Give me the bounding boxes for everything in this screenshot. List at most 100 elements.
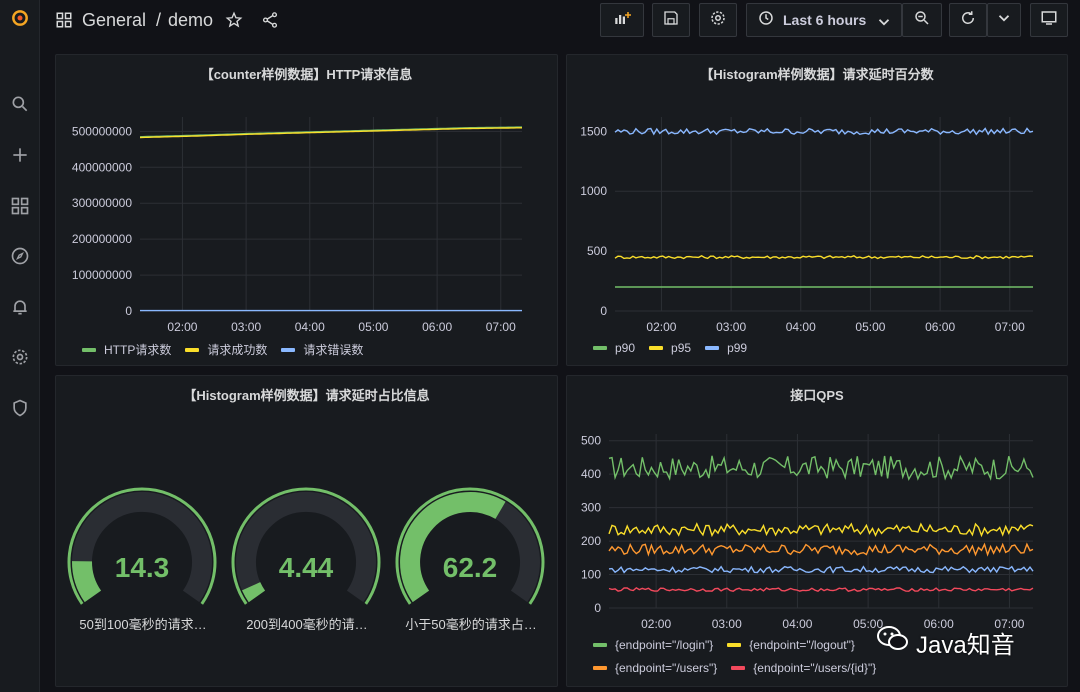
legend-item[interactable]: p95 — [649, 341, 691, 355]
y-tick-label: 400000000 — [72, 160, 132, 174]
gauge-value-arc — [241, 581, 266, 603]
gauge-label: 小于50毫秒的请求占… — [405, 617, 537, 632]
refresh-button[interactable] — [949, 3, 987, 37]
gauge-threshold — [395, 487, 545, 605]
add-panel-button[interactable] — [600, 3, 644, 37]
y-tick-label: 200 — [581, 534, 601, 548]
y-tick-label: 100000000 — [72, 268, 132, 282]
refresh-interval-dropdown[interactable] — [987, 3, 1021, 37]
x-tick-label: 07:00 — [995, 320, 1025, 334]
clock-icon — [757, 9, 775, 32]
gauge-value-arc — [400, 492, 506, 603]
latency-ratio-gauges: 14.3 4.44 62.2 — [67, 487, 545, 605]
gauge-threshold — [231, 487, 381, 605]
legend-item[interactable]: p90 — [593, 341, 635, 355]
legend-item[interactable]: HTTP请求数 — [82, 341, 171, 358]
legend-item[interactable]: {endpoint="/users"} — [593, 661, 717, 675]
gauge-threshold — [67, 487, 217, 605]
dashboard-grid-icon — [55, 11, 73, 34]
time-range-label: Last 6 hours — [783, 12, 867, 28]
x-tick-label: 04:00 — [786, 320, 816, 334]
gauge-value: 4.44 — [279, 552, 334, 583]
x-tick-label: 02:00 — [646, 320, 676, 334]
x-tick-label: 02:00 — [641, 617, 671, 631]
panel-title: 【counter样例数据】HTTP请求信息 — [200, 67, 413, 82]
gauge-value: 62.2 — [443, 552, 498, 583]
y-tick-label: 300000000 — [72, 196, 132, 210]
chart-legend: p90 p95 p99 — [593, 341, 761, 355]
series-line — [608, 522, 1034, 538]
cycle-view-mode-button[interactable] — [1030, 3, 1068, 37]
panel-http-requests[interactable]: 【counter样例数据】HTTP请求信息 0 100000000 20000000… — [55, 54, 558, 366]
panel-title: 【Histogram样例数据】请求延时百分数 — [700, 67, 934, 82]
dashboards-icon[interactable] — [0, 188, 40, 224]
star-icon[interactable] — [225, 11, 243, 34]
alerting-icon[interactable] — [0, 289, 40, 325]
series-line — [139, 127, 522, 139]
settings-icon[interactable] — [0, 339, 40, 375]
x-tick-label: 07:00 — [994, 617, 1024, 631]
x-tick-label: 05:00 — [855, 320, 885, 334]
x-tick-label: 06:00 — [925, 320, 955, 334]
latency-percentiles-chart: 0 500 1000 1500 02:00 03:00 04:00 05:00 06:00 07:… — [580, 117, 1034, 334]
y-tick-label: 0 — [125, 304, 132, 318]
chart-legend: HTTP请求数 请求成功数 请求错误数 — [82, 341, 377, 358]
top-navbar: General / demo Last 6 hours — [40, 0, 1080, 42]
legend-item[interactable]: 请求成功数 — [185, 341, 267, 358]
series-line — [608, 565, 1034, 574]
panel-latency-percentiles[interactable]: 【Histogram样例数据】请求延时百分数 0 500 1000 1500 02:00… — [566, 54, 1068, 366]
y-tick-label: 0 — [600, 304, 607, 318]
panel-api-qps[interactable]: 接口QPS 0 100 200 300 400 500 02:00 03:00 04:00 05:… — [566, 375, 1068, 687]
y-tick-label: 500000000 — [72, 124, 132, 138]
breadcrumb-separator: / — [156, 10, 162, 30]
zoom-out-icon — [913, 9, 931, 32]
shield-icon[interactable] — [0, 390, 40, 426]
save-icon — [662, 9, 680, 32]
legend-item[interactable]: {endpoint="/login"} — [593, 638, 713, 652]
breadcrumb-dashboard[interactable]: demo — [168, 10, 214, 30]
watermark-text: Java知音 — [916, 631, 1015, 659]
gauge-track — [236, 492, 376, 603]
grafana-logo-icon[interactable] — [0, 0, 40, 36]
legend-item[interactable]: p99 — [705, 341, 747, 355]
add-panel-icon — [613, 9, 631, 32]
search-icon[interactable] — [0, 86, 40, 122]
legend-item[interactable]: {endpoint="/users/{id}"} — [731, 661, 876, 675]
panel-latency-ratio[interactable]: 【Histogram样例数据】请求延时占比信息 14.3 4.44 62.2 50到… — [55, 375, 558, 687]
sidebar — [0, 0, 40, 692]
gear-icon — [709, 9, 727, 32]
legend-item[interactable]: 请求错误数 — [281, 341, 363, 358]
y-tick-label: 500 — [581, 434, 601, 448]
chevron-down-icon — [875, 13, 893, 36]
chart-legend: {endpoint="/login"} {endpoint="/logout"} — [593, 638, 869, 652]
monitor-icon — [1040, 9, 1058, 32]
gauge-value-arc — [72, 560, 102, 603]
refresh-icon — [959, 9, 977, 32]
y-tick-label: 300 — [581, 501, 601, 515]
api-qps-chart: 0 100 200 300 400 500 02:00 03:00 04:00 05:00 06:0… — [581, 434, 1034, 631]
y-tick-label: 0 — [594, 601, 601, 615]
dashboard-settings-button[interactable] — [699, 3, 737, 37]
y-tick-label: 1000 — [580, 184, 607, 198]
share-icon[interactable] — [261, 11, 279, 34]
y-tick-label: 100 — [581, 568, 601, 582]
time-range-picker[interactable]: Last 6 hours — [746, 3, 902, 37]
y-tick-label: 1500 — [580, 124, 607, 138]
x-tick-label: 05:00 — [358, 320, 388, 334]
x-tick-label: 04:00 — [782, 617, 812, 631]
http-requests-chart: 0 100000000 200000000 300000000 400000000 500… — [72, 117, 522, 334]
chart-legend: {endpoint="/users"} {endpoint="/users/{i… — [593, 661, 890, 675]
series-line — [608, 454, 1034, 481]
save-dashboard-button[interactable] — [652, 3, 690, 37]
wechat-logo-icon — [876, 624, 910, 661]
explore-icon[interactable] — [0, 238, 40, 274]
panel-title: 【Histogram样例数据】请求延时占比信息 — [183, 388, 430, 403]
plus-icon[interactable] — [0, 137, 40, 173]
zoom-out-button[interactable] — [902, 3, 942, 37]
x-tick-label: 02:00 — [167, 320, 197, 334]
y-tick-label: 500 — [587, 244, 607, 258]
series-line — [608, 542, 1034, 557]
breadcrumb-folder[interactable]: General — [82, 10, 147, 30]
y-tick-label: 200000000 — [72, 232, 132, 246]
legend-item[interactable]: {endpoint="/logout"} — [727, 638, 855, 652]
